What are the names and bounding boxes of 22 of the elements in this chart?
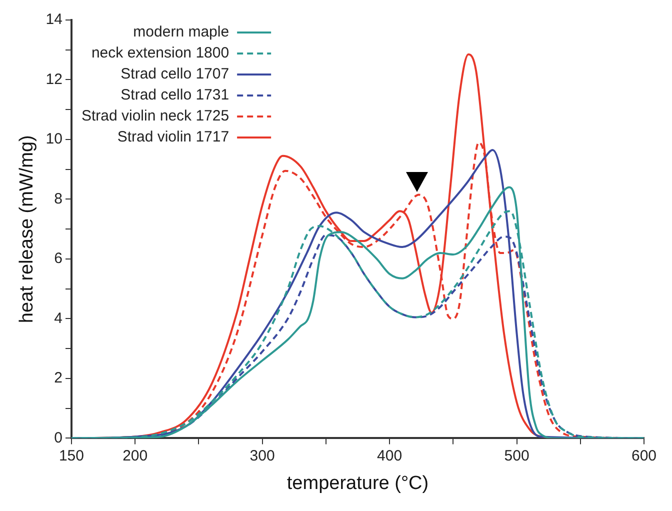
y-tick-label: 0 (54, 429, 62, 446)
y-tick-label: 4 (54, 310, 62, 327)
x-tick-label: 400 (377, 447, 402, 464)
legend-label: Strad violin neck 1725 (81, 108, 230, 125)
y-tick-label: 2 (54, 370, 62, 387)
y-tick-label: 12 (46, 70, 62, 88)
x-tick-label: 600 (631, 447, 657, 464)
legend-label: modern maple (133, 24, 230, 41)
y-axis-title: heat release (mW/mg) (16, 135, 38, 324)
x-axis-title: temperature (°C) (286, 472, 429, 494)
y-tick-label: 8 (54, 190, 62, 208)
x-tick-label: 300 (250, 447, 275, 464)
legend-label: neck extension 1800 (91, 44, 230, 62)
y-tick-label: 10 (46, 130, 62, 148)
legend-label: Strad cello 1707 (120, 66, 230, 83)
legend-label: Strad cello 1731 (120, 86, 230, 104)
x-tick-label: 150 (58, 447, 84, 464)
x-tick-label: 500 (504, 447, 530, 464)
legend-label: Strad violin 1717 (117, 128, 230, 146)
x-tick-label: 200 (122, 447, 148, 464)
y-tick-label: 14 (46, 11, 62, 28)
y-tick-label: 6 (54, 250, 62, 268)
